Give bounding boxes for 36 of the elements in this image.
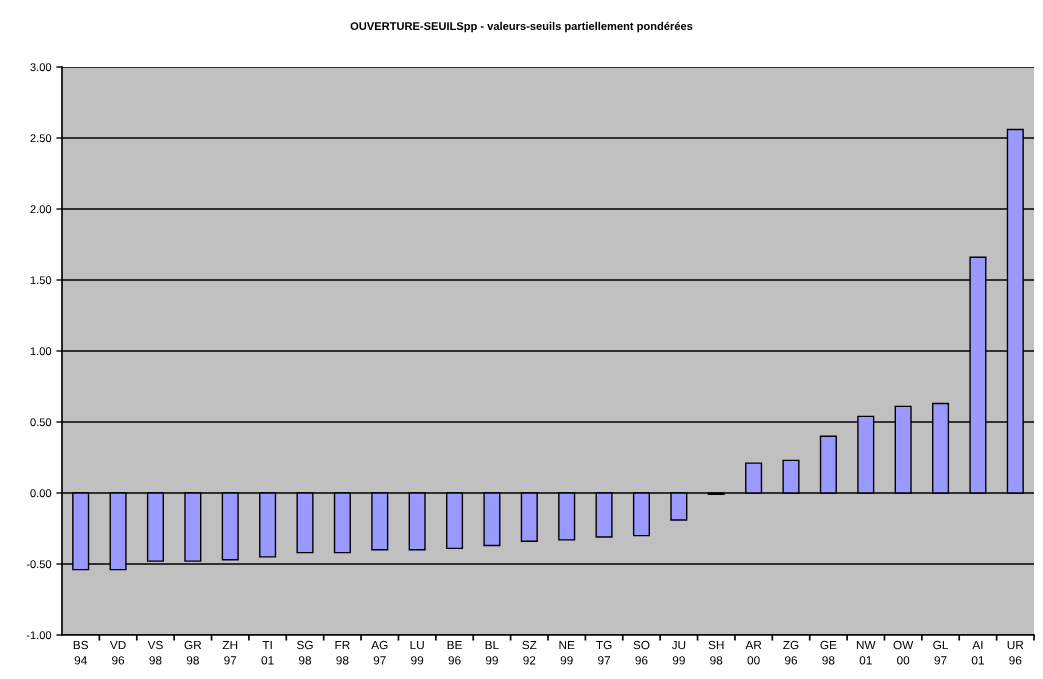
x-tick-label: BL 99 <box>485 640 499 665</box>
y-tick-label: 3.00 <box>30 63 52 72</box>
x-tick-label: TI 01 <box>261 640 274 665</box>
x-tick-label: ZG 96 <box>783 640 799 665</box>
x-tick-label: JU 99 <box>671 640 686 665</box>
x-tick-label: OW 00 <box>893 640 914 665</box>
y-tick-label: 1.00 <box>30 347 52 356</box>
x-tick-label: NW 01 <box>856 640 876 665</box>
x-tick-label: ZH 97 <box>222 640 238 665</box>
y-tick-label: -0.50 <box>26 560 52 569</box>
x-tick-label: GL 97 <box>933 640 949 665</box>
x-tick-label: AR 00 <box>745 640 762 665</box>
y-tick-label: 2.00 <box>30 205 52 214</box>
x-tick-label: GE 98 <box>820 640 837 665</box>
x-tick-label: SG 98 <box>297 640 313 665</box>
x-tick-label: SZ 92 <box>522 640 537 665</box>
x-tick-label: GR 98 <box>184 640 202 665</box>
y-tick-label: 2.50 <box>30 134 52 143</box>
x-tick-label: FR 98 <box>335 640 350 665</box>
x-tick-label: BS 94 <box>73 640 89 665</box>
x-tick-label: VD 96 <box>109 640 126 665</box>
x-tick-label: VS 98 <box>147 640 163 665</box>
y-tick-label: 0.50 <box>30 418 52 427</box>
x-tick-label: BE 96 <box>447 640 462 665</box>
x-tick-label: AG 97 <box>371 640 388 665</box>
y-tick-label: 1.50 <box>30 276 52 285</box>
x-tick-label: SO 96 <box>633 640 650 665</box>
x-tick-label: AI 01 <box>971 640 984 665</box>
x-tick-label: UR 96 <box>1007 640 1024 665</box>
chart-title: OUVERTURE-SEUILSpp - valeurs-seuils partiellement pondérées <box>350 21 693 33</box>
x-tick-label: LU 99 <box>410 640 424 665</box>
x-tick-label: NE 99 <box>559 640 575 665</box>
x-tick-label: TG 97 <box>596 640 612 665</box>
y-tick-label: -1.00 <box>26 631 52 640</box>
y-tick-label: 0.00 <box>30 489 52 498</box>
x-tick-label: SH 98 <box>708 640 724 665</box>
